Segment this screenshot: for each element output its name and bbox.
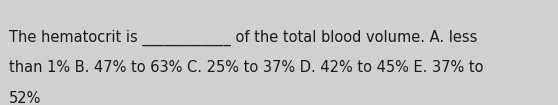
- Text: than 1% B. 47% to 63% C. 25% to 37% D. 42% to 45% E. 37% to: than 1% B. 47% to 63% C. 25% to 37% D. 4…: [9, 60, 483, 75]
- Text: The hematocrit is ____________ of the total blood volume. A. less: The hematocrit is ____________ of the to…: [9, 29, 477, 46]
- Text: 52%: 52%: [9, 91, 41, 105]
